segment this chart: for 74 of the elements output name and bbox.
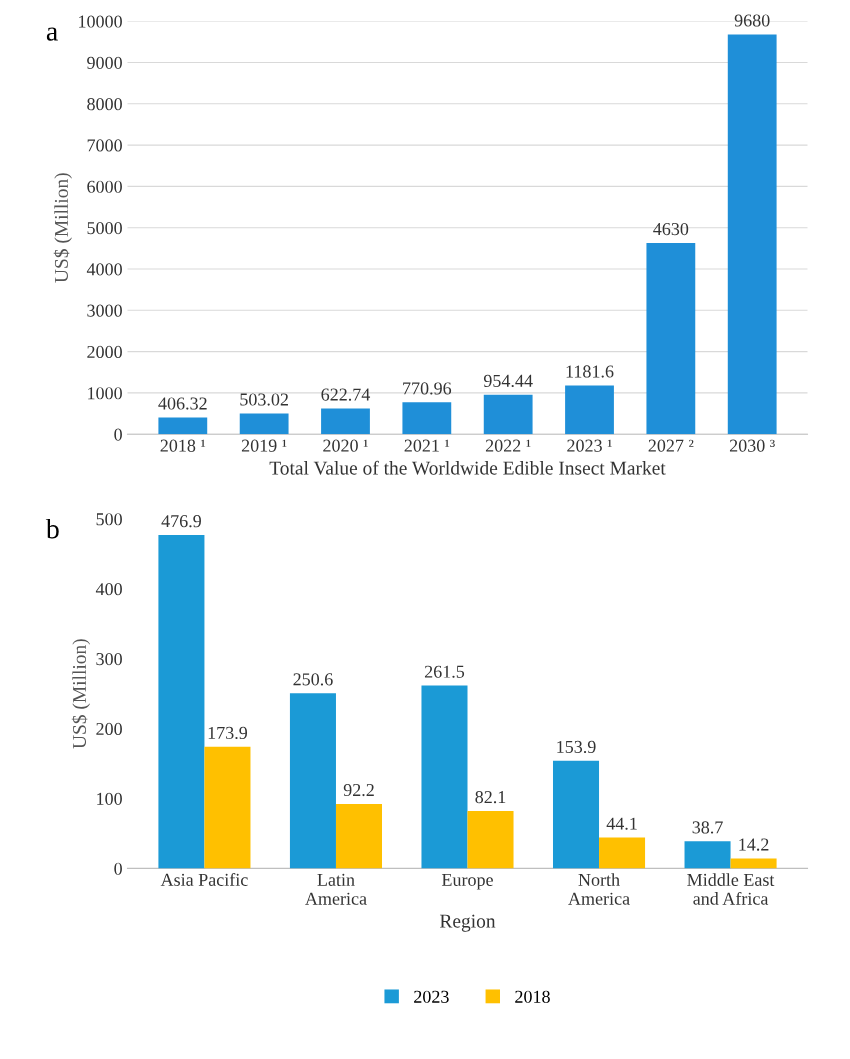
data-label: 9680 xyxy=(734,14,770,27)
x-tick-label: 2019 ¹ xyxy=(241,439,287,452)
bar xyxy=(321,408,370,435)
data-label: 1181.6 xyxy=(566,365,614,378)
y-tick-label: 0 xyxy=(114,862,122,875)
bar xyxy=(565,385,614,435)
x-tick-label: Asia Pacific xyxy=(160,873,248,886)
chart-title: a xyxy=(46,27,58,41)
bar xyxy=(727,34,777,435)
data-label: 82.1 xyxy=(475,790,506,804)
legend-label: 2023 xyxy=(414,990,449,1003)
x-axis-title: Region xyxy=(439,914,496,932)
y-tick-label: 10000 xyxy=(79,15,122,28)
data-label: 38.7 xyxy=(692,821,723,834)
y-tick-label: 3000 xyxy=(87,304,122,317)
data-label: 250.6 xyxy=(293,673,333,686)
bar xyxy=(684,841,731,869)
x-tick-label: Latin America xyxy=(305,873,367,905)
data-label: 770.96 xyxy=(403,382,452,395)
data-label: 44.1 xyxy=(606,817,637,830)
x-tick-label: 2027 ² xyxy=(648,439,694,452)
bar xyxy=(158,535,205,869)
y-tick-label: 5000 xyxy=(87,221,122,235)
bar xyxy=(158,417,208,435)
data-label: 406.32 xyxy=(158,397,207,410)
data-label: 503.02 xyxy=(240,393,288,406)
bar xyxy=(646,242,696,435)
legend-label: 2018 xyxy=(515,990,550,1003)
y-tick-label: 300 xyxy=(96,652,122,666)
data-label: 153.9 xyxy=(557,740,596,754)
y-tick-label: 1000 xyxy=(88,387,122,400)
data-label: 622.74 xyxy=(321,388,371,401)
bar xyxy=(239,413,289,435)
bar xyxy=(402,402,452,435)
y-tick-label: 9000 xyxy=(87,56,122,69)
bar xyxy=(335,803,383,869)
bar xyxy=(467,811,514,869)
y-tick-label: 8000 xyxy=(87,98,122,111)
bar xyxy=(289,693,336,869)
x-tick-label: 2020 ¹ xyxy=(323,439,368,452)
y-axis-title: US$ (Million) xyxy=(71,639,90,749)
bar xyxy=(483,394,533,435)
bar xyxy=(730,858,777,869)
x-axis-title: Total Value of the Worldwide Edible Insect Market xyxy=(269,460,666,475)
bar xyxy=(552,760,600,869)
data-label: 92.2 xyxy=(343,783,374,797)
y-tick-label: 500 xyxy=(96,513,122,526)
x-tick-label: 2022 ¹ xyxy=(485,439,531,452)
y-tick-label: 4000 xyxy=(86,263,122,276)
x-tick-label: Europe xyxy=(441,873,493,890)
data-label: 173.9 xyxy=(208,726,248,740)
x-tick-label: Middle East and Africa xyxy=(687,873,775,905)
y-tick-label: 0 xyxy=(114,428,122,441)
y-axis-title: US$ (Million) xyxy=(53,173,72,283)
bar xyxy=(204,746,251,869)
y-tick-label: 6000 xyxy=(87,180,122,193)
bar xyxy=(421,685,468,869)
data-label: 954.44 xyxy=(483,374,533,388)
y-tick-label: 200 xyxy=(96,722,122,736)
y-tick-label: 400 xyxy=(95,583,122,596)
bar xyxy=(599,837,646,869)
x-tick-label: 2021 ¹ xyxy=(404,439,450,452)
data-label: 476.9 xyxy=(161,515,201,528)
chart-title: b xyxy=(45,518,59,539)
data-label: 261.5 xyxy=(424,665,465,678)
y-tick-label: 100 xyxy=(97,792,122,805)
data-label: 14.2 xyxy=(739,838,769,851)
y-tick-label: 7000 xyxy=(87,139,122,152)
x-tick-label: 2018 ¹ xyxy=(160,439,206,452)
x-tick-label: 2030 ³ xyxy=(729,439,775,452)
y-tick-label: 2000 xyxy=(87,345,122,359)
x-tick-label: North America xyxy=(568,873,630,905)
data-label: 4630 xyxy=(653,222,689,236)
x-tick-label: 2023 ¹ xyxy=(567,439,612,452)
